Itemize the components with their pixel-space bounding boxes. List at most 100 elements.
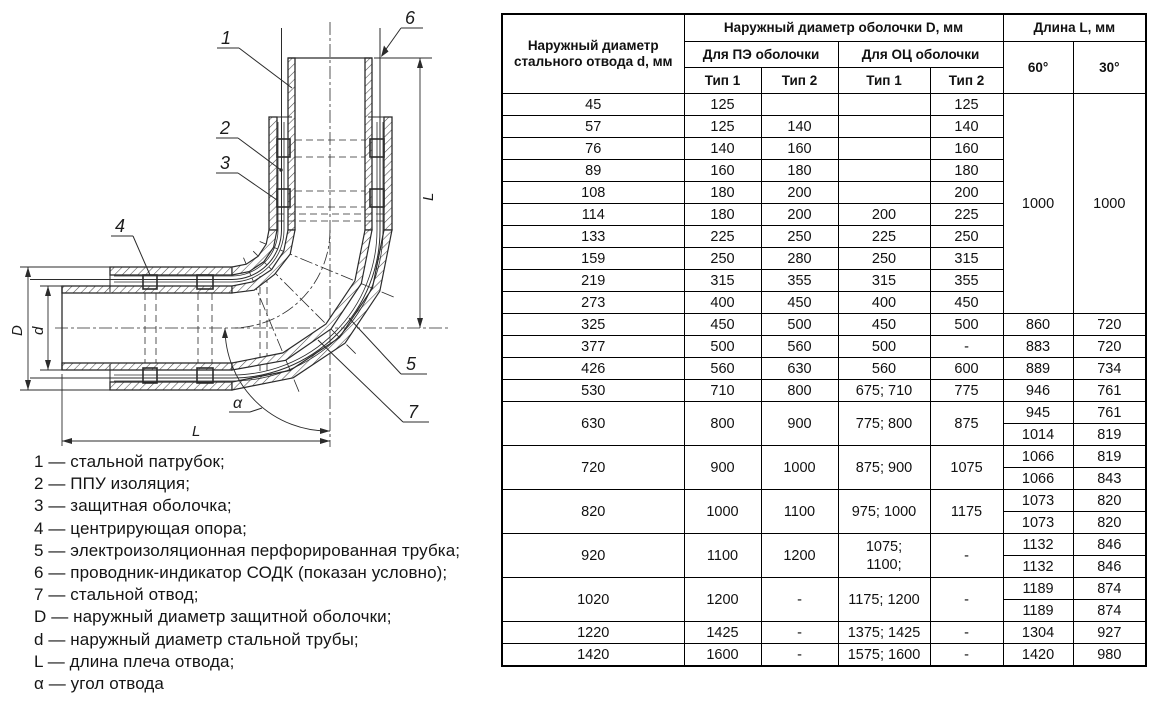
centering-support	[196, 274, 214, 290]
hidden-edges	[144, 276, 268, 382]
table-cell: 250	[683, 247, 762, 270]
header-pe-type1: Тип 1	[683, 67, 762, 94]
header-oc-type2: Тип 2	[929, 67, 1004, 94]
leader-7	[317, 339, 429, 423]
table-cell: 500	[929, 313, 1004, 336]
table-cell: 975; 1000	[837, 489, 931, 534]
table-row: 57 125 140 140	[501, 115, 1146, 138]
table-cell: 1220	[501, 621, 685, 644]
leader-6	[383, 27, 423, 53]
table-cell: 846	[1072, 533, 1147, 556]
table-cell: 125	[929, 93, 1004, 116]
table-cell: 675; 710	[837, 379, 931, 402]
header-oc-casing: Для ОЦ оболочки	[837, 41, 1004, 68]
table-row: 630 800 900 775; 800 875 945 761	[501, 401, 1147, 446]
table-cell: 250	[760, 225, 839, 248]
table-cell: 900	[683, 445, 762, 490]
leader-1	[217, 47, 293, 89]
legend-item: 2 — ППУ изоляция;	[34, 474, 191, 494]
table-cell: 946	[1002, 379, 1074, 402]
angle-arc	[224, 327, 331, 432]
table-cell: 250	[929, 225, 1004, 248]
table-cell: 426	[501, 357, 685, 380]
table-cell: 560	[837, 357, 931, 380]
table-cell: 57	[501, 115, 685, 138]
table-cell	[837, 159, 931, 182]
table-cell: 225	[683, 225, 762, 248]
dimensions	[20, 57, 432, 446]
header-pe-casing: Для ПЭ оболочки	[683, 41, 839, 68]
table-cell: 315	[683, 269, 762, 292]
table-cell: 874	[1072, 577, 1147, 600]
table-cell: 1000	[760, 445, 839, 490]
table-cell: 1575; 1600	[837, 643, 931, 667]
table-cell: 775; 800	[837, 401, 931, 446]
bend-casing-inner-wall	[231, 229, 278, 276]
table-cell: 180	[929, 159, 1004, 182]
casing-wall-top	[109, 266, 233, 276]
ext-lines-D	[20, 266, 110, 391]
table-cell: 180	[683, 203, 762, 226]
table-cell: 1075	[929, 445, 1004, 490]
table-cell	[837, 115, 931, 138]
table-cell: 273	[501, 291, 685, 314]
table-cell: 920	[501, 533, 685, 578]
header-30deg: 30°	[1072, 41, 1147, 94]
table-cell: 945	[1002, 401, 1074, 424]
table-row: 1420 1600-1575; 1600-1420 980	[501, 643, 1147, 667]
table-cell: 377	[501, 335, 685, 358]
pipe-bend	[231, 229, 393, 391]
table-cell	[760, 93, 839, 116]
table-cell: 900	[760, 401, 839, 446]
table-cell: 1073	[1002, 511, 1074, 534]
table-row: 114 180 200 200 225	[501, 203, 1146, 226]
leader-2	[216, 137, 282, 171]
table-row: 219 315 355 315 355	[501, 269, 1146, 292]
table-cell: 200	[760, 203, 839, 226]
table-cell: 820	[1072, 511, 1147, 534]
table-cell: 1189	[1002, 577, 1074, 600]
table-cell: 325	[501, 313, 685, 336]
bend-tube-inner	[231, 229, 285, 283]
leader-alpha	[229, 407, 263, 413]
table-cell: 200	[929, 181, 1004, 204]
table-cell: 160	[683, 159, 762, 182]
bend-steel-outer-wall	[231, 229, 373, 371]
table-cell: 761	[1072, 401, 1147, 424]
legend-item: 5 — электроизоляционная перфорированная …	[34, 540, 461, 560]
insulating-tube	[114, 275, 232, 382]
table-cell: 250	[837, 247, 931, 270]
table-cell: 875	[929, 401, 1004, 446]
table-cell: 45	[501, 93, 685, 116]
table-container: Наружный диаметр стального отвода d, мм …	[501, 13, 1148, 667]
table-cell: 140	[683, 137, 762, 160]
table-row: 1014 819	[502, 423, 1147, 446]
table-cell: -	[760, 577, 839, 622]
table-cell: 89	[501, 159, 685, 182]
table-cell: 355	[929, 269, 1004, 292]
table-cell: 76	[501, 137, 685, 160]
centering-support	[196, 367, 214, 384]
part-label-7: 7	[408, 402, 419, 422]
part-label-5: 5	[406, 354, 417, 374]
table-cell: 734	[1072, 357, 1147, 380]
table-cell: 720	[1072, 313, 1147, 336]
sodk-wire	[30, 279, 232, 379]
table-cell: 820	[1072, 489, 1147, 512]
table-cell: 820	[501, 489, 685, 534]
table-cell: 1014	[1002, 423, 1074, 446]
bend-wire-outer	[231, 229, 381, 379]
bend-wire-inner	[231, 229, 282, 280]
table-cell: 225	[837, 225, 931, 248]
header-length: Длина L, мм	[1002, 13, 1147, 42]
table-cell: 1066	[1002, 445, 1074, 468]
table-cell: 280	[760, 247, 839, 270]
table-cell: 315	[837, 269, 931, 292]
table-cell: 1000	[683, 489, 762, 534]
table-cell	[837, 137, 931, 160]
table-cell: 1200	[683, 577, 762, 622]
dim-label-L-bottom: L	[192, 423, 200, 440]
table-cell: 200	[760, 181, 839, 204]
table-cell: 225	[929, 203, 1004, 226]
